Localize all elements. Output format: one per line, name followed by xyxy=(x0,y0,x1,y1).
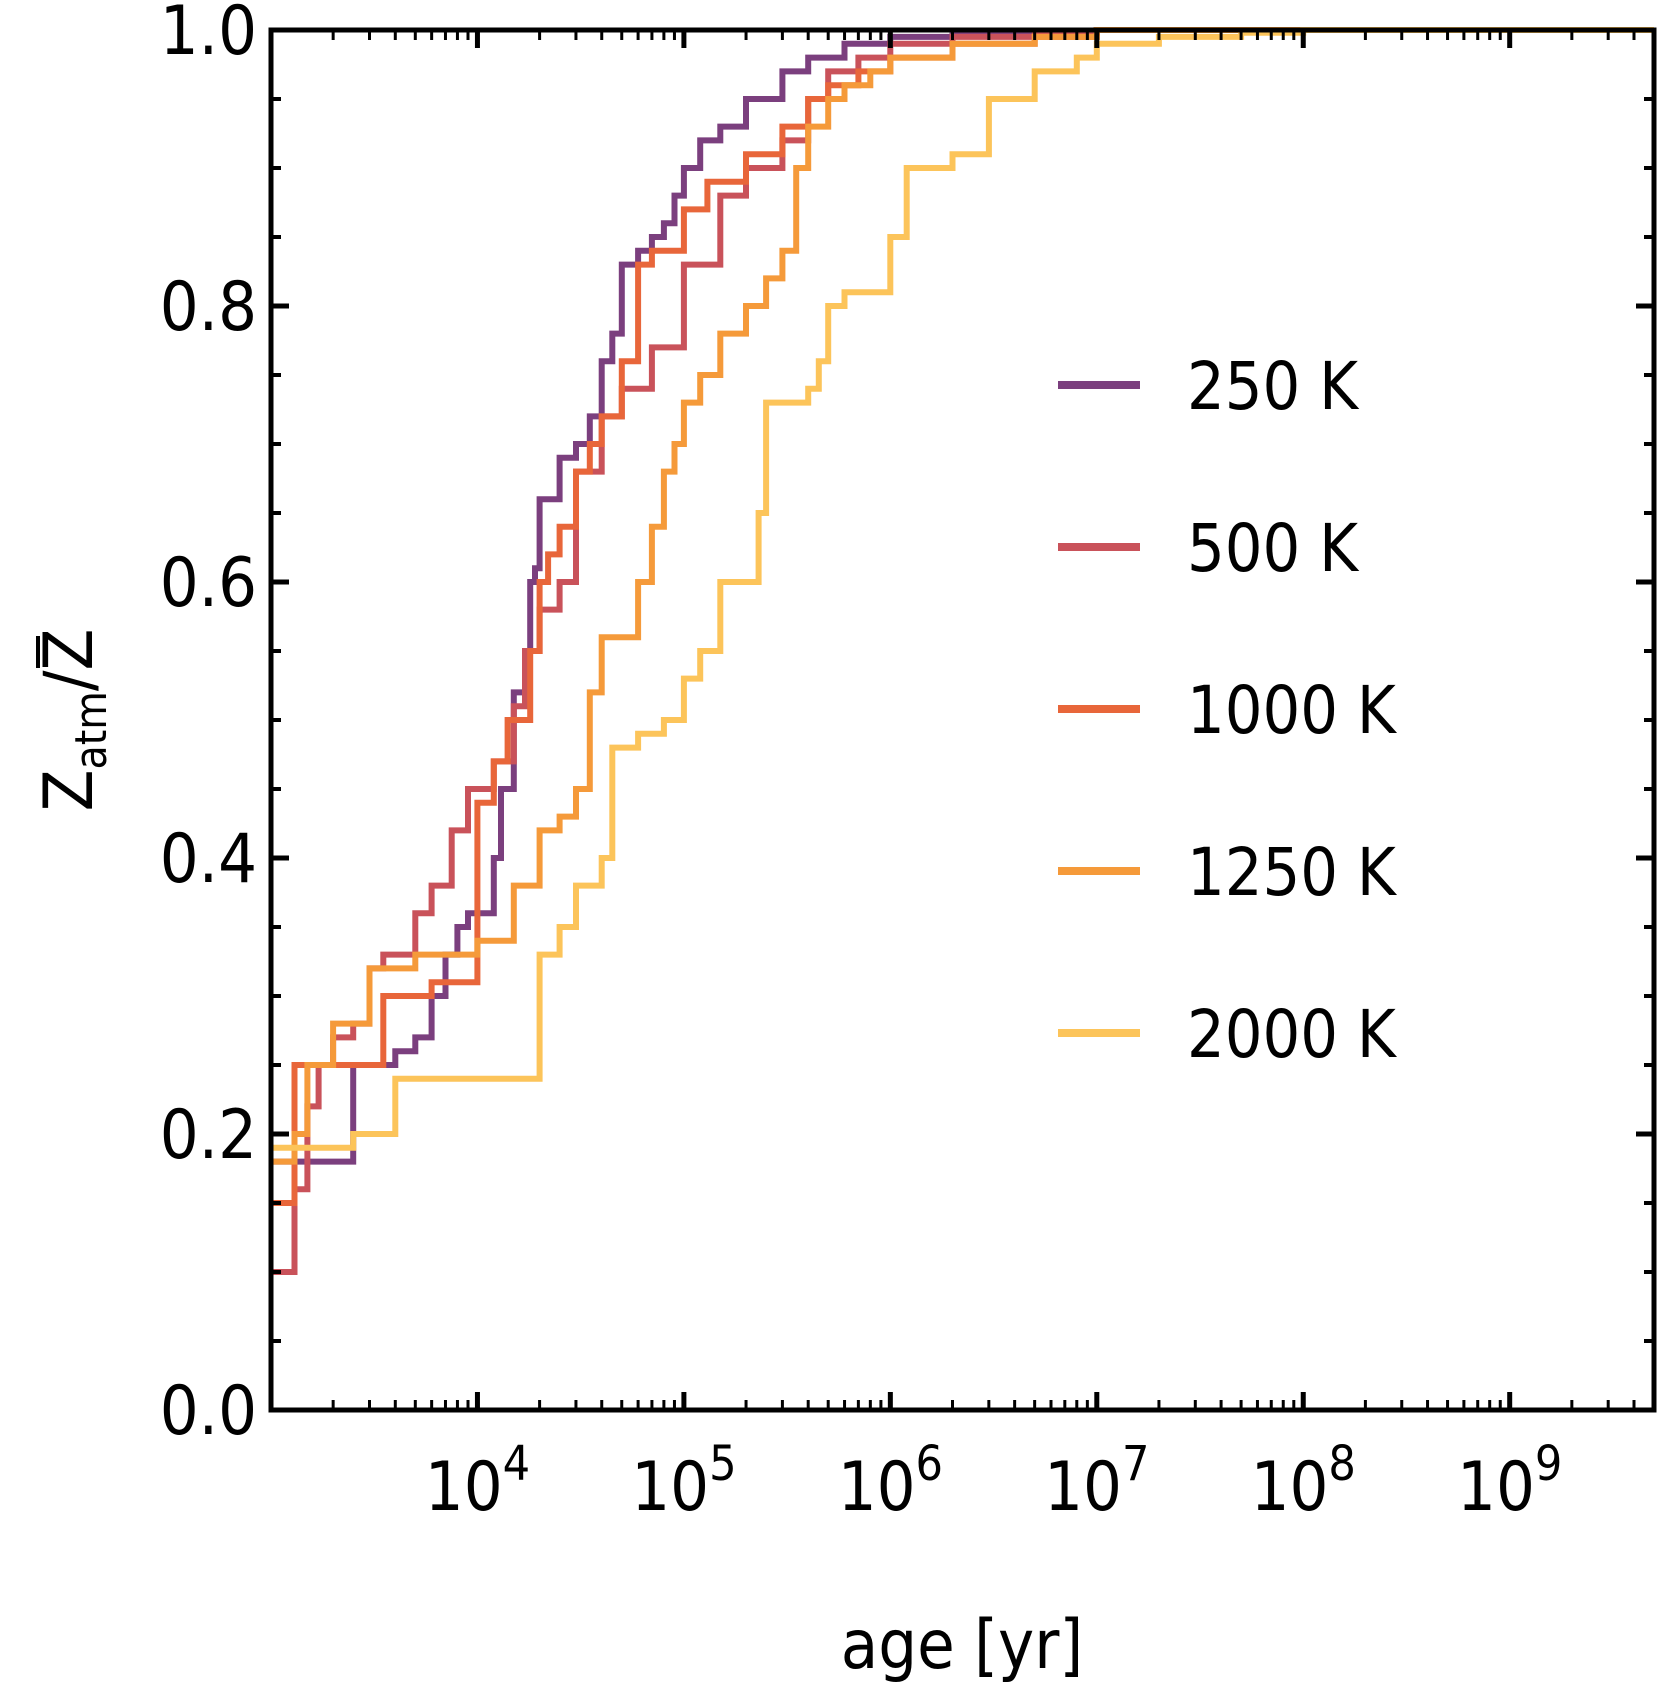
x-tick-exponent: 7 xyxy=(1122,1436,1149,1492)
series-line-4 xyxy=(271,27,1654,1151)
x-tick-exponent: 6 xyxy=(916,1436,943,1492)
series-layer xyxy=(271,27,1654,1275)
x-tick-base: 10 xyxy=(838,1448,916,1527)
series-line-1 xyxy=(271,27,1654,1275)
x-tick-exponent: 8 xyxy=(1328,1436,1355,1492)
y-tick-label-0: 0.0 xyxy=(160,1372,257,1451)
y-tick-label-5: 1.0 xyxy=(160,0,257,71)
series-line-0 xyxy=(271,27,1654,1165)
x-tick-base: 10 xyxy=(1251,1448,1329,1527)
x-tick-exponent: 4 xyxy=(503,1436,530,1492)
y-tick-label-1: 0.2 xyxy=(160,1096,257,1175)
y-label-sub: atm xyxy=(66,691,117,769)
legend-label-0: 250 K xyxy=(1187,348,1360,425)
x-tick-label-1: 105 xyxy=(631,1436,736,1527)
plot-frame xyxy=(268,27,1657,1413)
x-tick-base: 10 xyxy=(425,1448,503,1527)
x-tick-exponent: 9 xyxy=(1535,1436,1562,1492)
series-line-3 xyxy=(271,27,1654,1165)
series-line-2 xyxy=(271,27,1654,1206)
y-label-denom: Z xyxy=(30,629,109,671)
x-tick-base: 10 xyxy=(1457,1448,1535,1527)
x-tick-base: 10 xyxy=(1044,1448,1122,1527)
x-tick-label-5: 109 xyxy=(1457,1436,1562,1527)
x-tick-label-2: 106 xyxy=(838,1436,943,1527)
legend-label-3: 1250 K xyxy=(1187,834,1398,911)
y-label-main: Z xyxy=(30,769,109,811)
y-tick-label-4: 0.8 xyxy=(160,268,257,347)
x-tick-label-0: 104 xyxy=(425,1436,530,1527)
y-tick-label-2: 0.4 xyxy=(160,820,257,899)
y-tick-labels: 0.0 0.2 0.4 0.6 0.8 1.0 xyxy=(160,0,257,1451)
svg-text:Zatm/Z: Zatm/Z xyxy=(30,629,117,812)
axis-ticks xyxy=(271,27,1654,1413)
x-tick-label-3: 107 xyxy=(1044,1436,1149,1527)
y-label-sep: / xyxy=(30,670,109,691)
x-tick-label-4: 108 xyxy=(1251,1436,1356,1527)
legend-label-1: 500 K xyxy=(1187,510,1360,587)
x-axis-label: age [yr] xyxy=(841,1606,1083,1685)
y-axis-label: Zatm/Z xyxy=(30,629,117,812)
x-tick-exponent: 5 xyxy=(709,1436,736,1492)
x-tick-labels: 104 105 106 107 108 109 xyxy=(425,1436,1563,1527)
legend: 250 K 500 K 1000 K 1250 K 2000 K xyxy=(1058,348,1398,1073)
legend-label-2: 1000 K xyxy=(1187,672,1398,749)
x-tick-base: 10 xyxy=(631,1448,709,1527)
legend-label-4: 2000 K xyxy=(1187,996,1398,1073)
y-tick-label-3: 0.6 xyxy=(160,544,257,623)
